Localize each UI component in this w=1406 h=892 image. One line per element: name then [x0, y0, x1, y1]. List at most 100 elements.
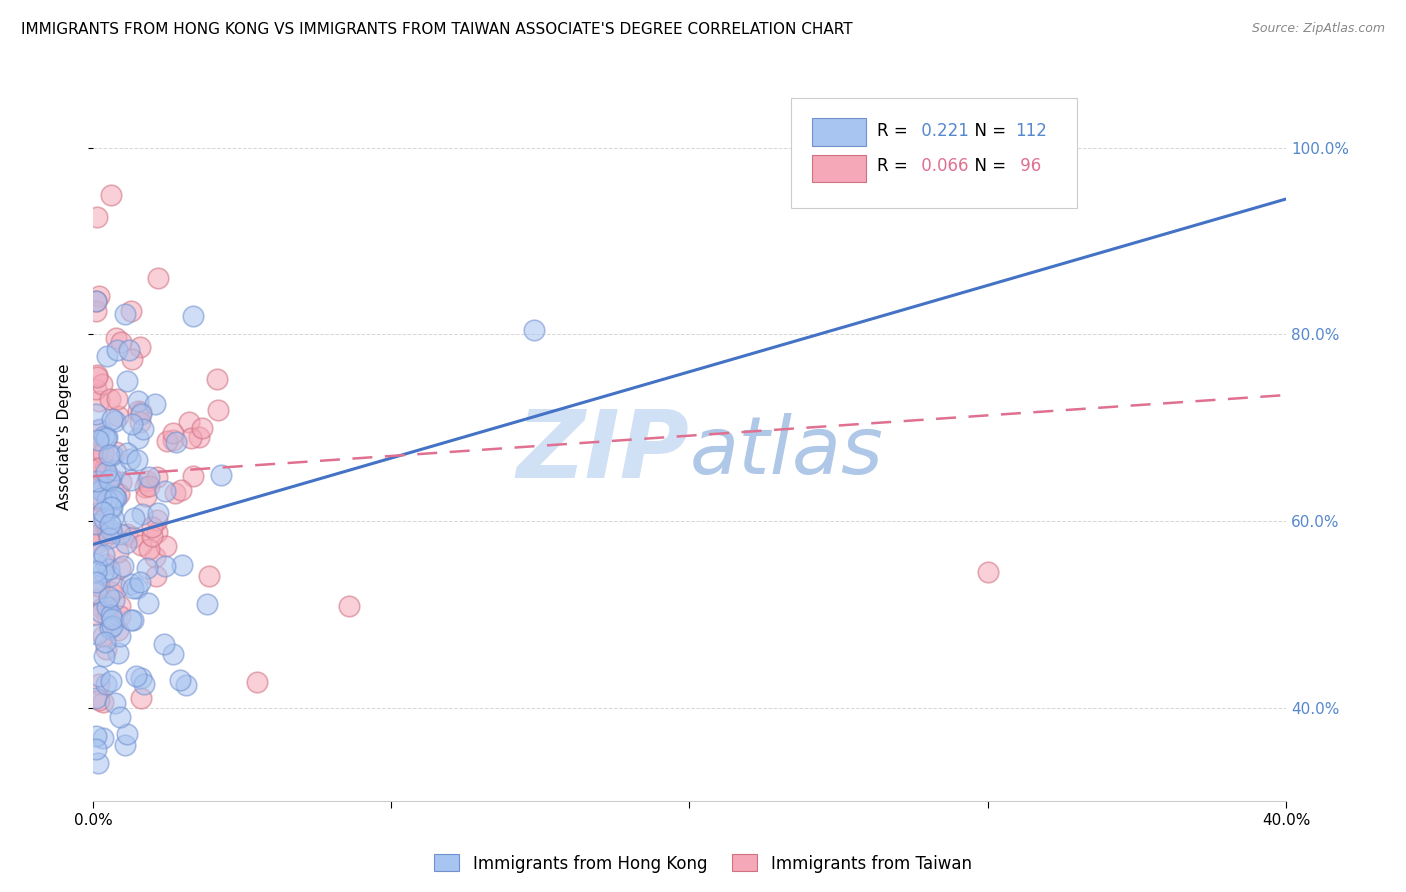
Point	[165, 485, 187, 500]
Point	[108, 599, 131, 613]
Point	[98, 448, 121, 462]
Point	[101, 448, 124, 462]
Point	[100, 525, 122, 540]
Point	[132, 422, 155, 436]
Point	[134, 480, 156, 494]
Point	[84, 558, 107, 572]
Point	[129, 575, 152, 590]
Point	[104, 696, 127, 710]
Point	[127, 393, 149, 408]
Point	[125, 581, 148, 595]
Point	[84, 607, 107, 622]
Point	[209, 468, 232, 483]
Point	[115, 375, 138, 389]
Point	[146, 524, 169, 539]
Point	[180, 431, 202, 445]
Point	[141, 520, 163, 534]
Point	[100, 471, 122, 485]
Point	[105, 445, 128, 459]
Point	[207, 403, 229, 417]
Point	[177, 415, 200, 429]
Point	[523, 322, 546, 336]
Text: 96: 96	[1015, 157, 1042, 175]
Point	[977, 565, 1000, 579]
Point	[110, 527, 132, 541]
Point	[87, 433, 110, 447]
Point	[84, 407, 107, 421]
Point	[107, 544, 129, 558]
Point	[107, 409, 129, 423]
Point	[101, 412, 124, 426]
Point	[91, 630, 114, 644]
Point	[141, 529, 163, 543]
Point	[103, 592, 125, 607]
Point	[100, 619, 122, 633]
Point	[181, 309, 204, 323]
Point	[84, 591, 107, 606]
Legend: Immigrants from Hong Kong, Immigrants from Taiwan: Immigrants from Hong Kong, Immigrants fr…	[427, 847, 979, 880]
Point	[105, 581, 128, 595]
Point	[84, 575, 107, 590]
Point	[87, 289, 110, 303]
Point	[129, 404, 152, 418]
Point	[97, 526, 120, 541]
Point	[86, 474, 108, 488]
Point	[104, 331, 127, 345]
Point	[104, 490, 127, 504]
Point	[84, 729, 107, 743]
Point	[98, 531, 121, 545]
Point	[96, 599, 118, 614]
Point	[98, 473, 121, 487]
Point	[94, 641, 117, 656]
Point	[84, 304, 107, 318]
Point	[129, 408, 152, 422]
Point	[84, 528, 107, 542]
Point	[89, 422, 111, 436]
Point	[122, 581, 145, 595]
Point	[124, 511, 146, 525]
Point	[135, 489, 157, 503]
Point	[110, 335, 132, 350]
Point	[120, 613, 142, 627]
FancyBboxPatch shape	[813, 118, 866, 145]
Point	[146, 470, 169, 484]
Point	[115, 527, 138, 541]
Point	[105, 491, 128, 505]
Point	[146, 512, 169, 526]
Point	[134, 677, 156, 691]
Point	[121, 351, 143, 366]
Point	[162, 434, 184, 448]
Point	[129, 415, 152, 429]
Point	[162, 425, 184, 440]
Point	[94, 431, 117, 445]
Point	[111, 558, 134, 573]
Point	[145, 569, 167, 583]
Point	[104, 414, 127, 428]
Point	[94, 677, 117, 691]
Point	[91, 446, 114, 460]
Point	[127, 403, 149, 417]
Point	[84, 564, 107, 578]
Point	[107, 646, 129, 660]
Point	[131, 507, 153, 521]
Point	[127, 431, 149, 445]
Point	[131, 691, 153, 706]
Point	[84, 294, 107, 309]
Point	[96, 609, 118, 624]
FancyBboxPatch shape	[792, 98, 1077, 208]
Point	[86, 447, 108, 461]
Point	[198, 569, 221, 583]
Point	[246, 675, 269, 690]
Point	[91, 731, 114, 746]
Point	[96, 430, 118, 444]
Point	[152, 637, 174, 651]
Text: N =: N =	[965, 121, 1011, 139]
Point	[100, 500, 122, 514]
Point	[84, 510, 107, 524]
Point	[110, 710, 132, 724]
Point	[101, 501, 124, 516]
Point	[98, 392, 121, 406]
Point	[136, 560, 159, 574]
Point	[84, 479, 107, 493]
Point	[86, 546, 108, 560]
